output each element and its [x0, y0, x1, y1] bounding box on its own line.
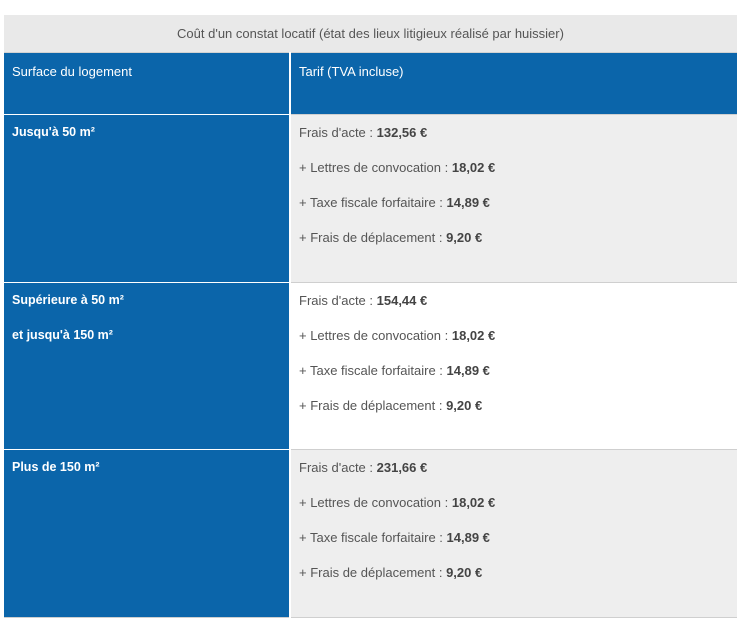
tarif-amount: 14,89 €	[446, 530, 490, 545]
tarif-line-lettres: + Lettres de convocation : 18,02 €	[299, 495, 729, 530]
tarif-amount: 9,20 €	[446, 398, 483, 413]
tarif-label: + Lettres de convocation :	[299, 495, 452, 510]
table-row: Supérieure à 50 m² et jusqu'à 150 m² Fra…	[4, 282, 737, 450]
tarif-line-taxe: + Taxe fiscale forfaitaire : 14,89 €	[299, 195, 729, 230]
tarif-cell: Frais d'acte : 154,44 € + Lettres de con…	[290, 282, 737, 450]
tarif-amount: 231,66 €	[376, 460, 428, 475]
tarif-cell: Frais d'acte : 231,66 € + Lettres de con…	[290, 449, 737, 618]
tarif-label: + Frais de déplacement :	[299, 398, 447, 413]
tarif-line-deplacement: + Frais de déplacement : 9,20 €	[299, 230, 729, 265]
tarif-label: + Taxe fiscale forfaitaire :	[299, 363, 447, 378]
table-caption: Coût d'un constat locatif (état des lieu…	[4, 15, 737, 53]
tarif-label: + Taxe fiscale forfaitaire :	[299, 195, 447, 210]
tarif-amount: 132,56 €	[376, 125, 428, 140]
tarif-line-taxe: + Taxe fiscale forfaitaire : 14,89 €	[299, 530, 729, 565]
tarif-amount: 14,89 €	[446, 195, 490, 210]
surface-cell: Supérieure à 50 m² et jusqu'à 150 m²	[4, 282, 291, 450]
tarif-label: Frais d'acte :	[299, 293, 377, 308]
tarif-amount: 9,20 €	[446, 230, 483, 245]
tarif-amount: 18,02 €	[451, 160, 496, 175]
surface-cell: Jusqu'à 50 m²	[4, 114, 291, 283]
header-surface: Surface du logement	[4, 52, 291, 115]
tarif-amount: 9,20 €	[446, 565, 483, 580]
caption-row: Coût d'un constat locatif (état des lieu…	[4, 15, 737, 53]
tarif-amount: 18,02 €	[451, 328, 496, 343]
tarif-line-taxe: + Taxe fiscale forfaitaire : 14,89 €	[299, 363, 729, 398]
tarif-line-deplacement: + Frais de déplacement : 9,20 €	[299, 398, 729, 433]
tarif-label: + Lettres de convocation :	[299, 328, 452, 343]
tarif-table: Coût d'un constat locatif (état des lieu…	[4, 15, 737, 618]
tarif-line-deplacement: + Frais de déplacement : 9,20 €	[299, 565, 729, 600]
surface-cell: Plus de 150 m²	[4, 449, 291, 618]
tarif-amount: 154,44 €	[376, 293, 428, 308]
tarif-line-frais-acte: Frais d'acte : 132,56 €	[299, 125, 729, 160]
table-row: Plus de 150 m² Frais d'acte : 231,66 € +…	[4, 449, 737, 618]
tarif-label: Frais d'acte :	[299, 460, 377, 475]
surface-label: Supérieure à 50 m²	[12, 293, 124, 307]
surface-label: Plus de 150 m²	[12, 460, 100, 474]
tarif-line-frais-acte: Frais d'acte : 231,66 €	[299, 460, 729, 495]
tarif-cell: Frais d'acte : 132,56 € + Lettres de con…	[290, 114, 737, 283]
tarif-line-frais-acte: Frais d'acte : 154,44 €	[299, 293, 729, 328]
tarif-label: + Lettres de convocation :	[299, 160, 452, 175]
header-tarif: Tarif (TVA incluse)	[290, 52, 737, 115]
tarif-line-lettres: + Lettres de convocation : 18,02 €	[299, 160, 729, 195]
tarif-label: + Frais de déplacement :	[299, 230, 447, 245]
surface-label: Jusqu'à 50 m²	[12, 125, 95, 139]
tarif-line-lettres: + Lettres de convocation : 18,02 €	[299, 328, 729, 363]
tarif-label: + Frais de déplacement :	[299, 565, 447, 580]
tarif-amount: 18,02 €	[451, 495, 496, 510]
tarif-amount: 14,89 €	[446, 363, 490, 378]
tarif-label: + Taxe fiscale forfaitaire :	[299, 530, 447, 545]
table-row: Jusqu'à 50 m² Frais d'acte : 132,56 € + …	[4, 114, 737, 283]
tarif-label: Frais d'acte :	[299, 125, 377, 140]
header-row: Surface du logement Tarif (TVA incluse)	[4, 52, 737, 115]
surface-label: et jusqu'à 150 m²	[12, 328, 113, 342]
